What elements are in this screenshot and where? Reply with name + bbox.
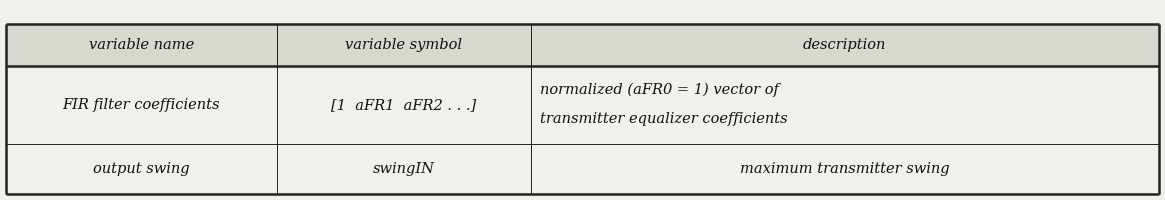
Bar xyxy=(277,66,530,144)
Bar xyxy=(277,144,530,194)
Bar xyxy=(6,24,277,66)
Bar xyxy=(530,24,1159,66)
Text: description: description xyxy=(803,38,887,52)
Text: maximum transmitter swing: maximum transmitter swing xyxy=(740,162,949,176)
Bar xyxy=(6,66,277,144)
Text: normalized (aFR0 = 1) vector of: normalized (aFR0 = 1) vector of xyxy=(539,82,778,97)
Bar xyxy=(6,144,277,194)
Text: variable symbol: variable symbol xyxy=(345,38,463,52)
Text: transmitter equalizer coefficients: transmitter equalizer coefficients xyxy=(539,112,788,126)
Text: [1  aFR1  aFR2 . . .]: [1 aFR1 aFR2 . . .] xyxy=(331,98,476,112)
Text: variable name: variable name xyxy=(89,38,193,52)
Bar xyxy=(530,144,1159,194)
Text: FIR filter coefficients: FIR filter coefficients xyxy=(63,98,220,112)
Bar xyxy=(277,24,530,66)
Bar xyxy=(530,66,1159,144)
Text: output swing: output swing xyxy=(93,162,190,176)
Text: swingIN: swingIN xyxy=(373,162,435,176)
